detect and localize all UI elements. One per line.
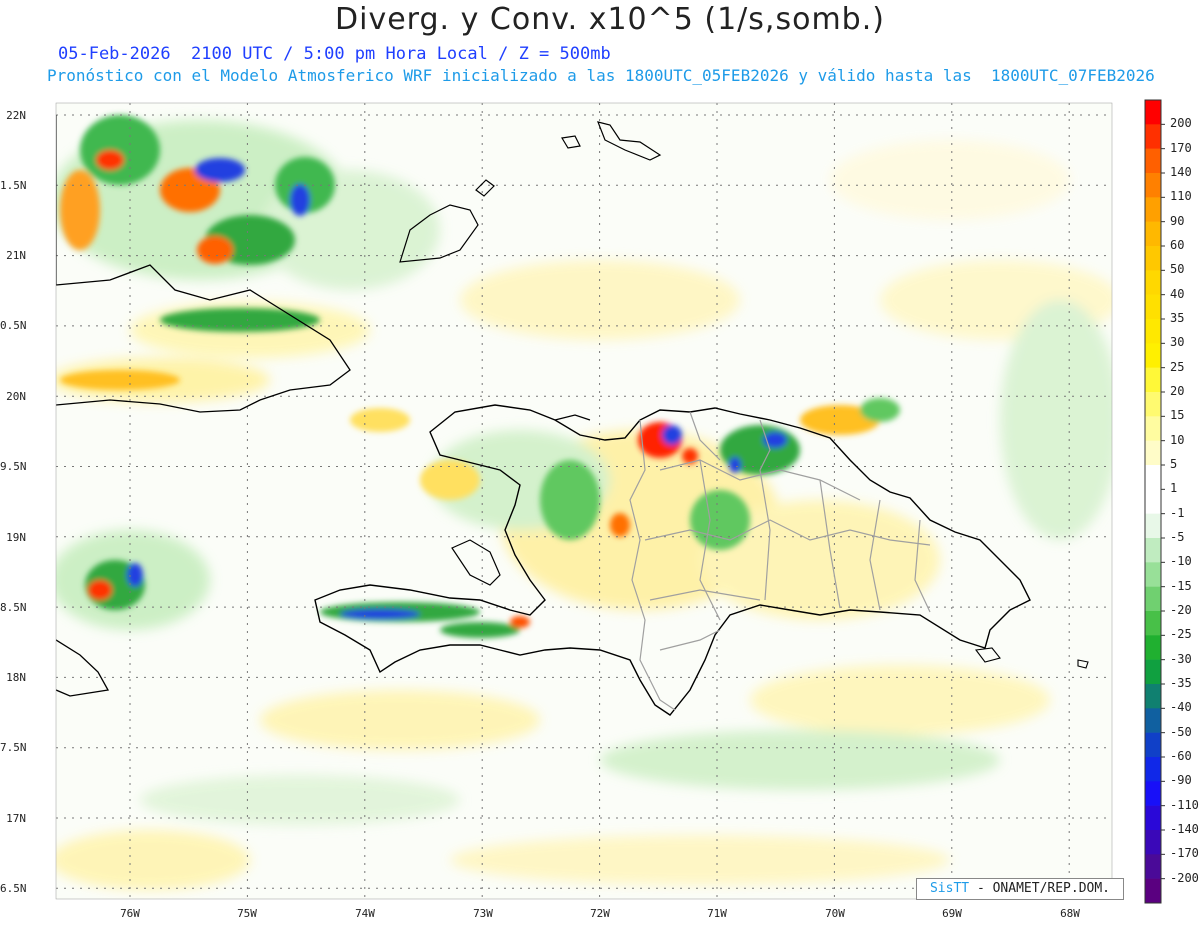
colorbar-label: 200	[1170, 116, 1192, 131]
colorbar-swatch	[1145, 659, 1161, 685]
colorbar-label: -20	[1170, 603, 1192, 617]
lat-lon-grid	[56, 103, 1112, 899]
credit-brand: SisTT	[929, 881, 970, 896]
colorbar-swatch	[1145, 489, 1161, 514]
colorbar-swatch	[1145, 562, 1161, 587]
colorbar-swatch	[1145, 440, 1161, 466]
colorbar-label: -90	[1170, 773, 1192, 788]
colorbar-label: -10	[1170, 554, 1192, 569]
lat-label: 1.5N	[0, 179, 27, 192]
colorbar-label: -50	[1170, 724, 1192, 739]
colorbar-swatch	[1145, 148, 1161, 174]
colorbar-swatch	[1145, 757, 1161, 782]
colorbar-swatch	[1145, 416, 1161, 441]
colorbar	[1144, 99, 1165, 904]
colorbar-label: -35	[1170, 676, 1192, 690]
lon-label: 68W	[1060, 907, 1080, 920]
lon-label: 69W	[942, 907, 962, 920]
colorbar-swatch	[1145, 538, 1161, 563]
lat-label: 20N	[6, 390, 26, 403]
colorbar-swatch	[1145, 270, 1161, 295]
colorbar-label: 110	[1170, 189, 1192, 204]
colorbar-label: 35	[1170, 311, 1185, 325]
lat-label: 8.5N	[0, 601, 27, 614]
colorbar-label: -25	[1170, 627, 1192, 642]
colorbar-label: 20	[1170, 384, 1185, 398]
colorbar-swatch	[1145, 392, 1161, 417]
lat-label: 19N	[6, 531, 26, 544]
colorbar-swatch	[1145, 513, 1161, 539]
colorbar-swatch	[1145, 805, 1161, 831]
credit-text: - ONAMET/REP.DOM.	[969, 881, 1111, 896]
colorbar-label: -140	[1170, 822, 1199, 836]
colorbar-label: -200	[1170, 870, 1199, 885]
lat-label: 0.5N	[0, 319, 27, 332]
colorbar-label: 10	[1170, 432, 1185, 447]
colorbar-swatch	[1145, 246, 1161, 271]
lat-label: 17N	[6, 812, 26, 825]
lat-label: 7.5N	[0, 741, 27, 754]
lat-label: 6.5N	[0, 882, 27, 895]
colorbar-swatch	[1145, 319, 1161, 344]
colorbar-swatch	[1145, 465, 1161, 490]
colorbar-swatch	[1145, 586, 1161, 612]
lon-label: 72W	[590, 907, 610, 920]
colorbar-label: 140	[1170, 165, 1192, 179]
lon-label: 76W	[120, 907, 140, 920]
colorbar-swatch	[1145, 732, 1161, 758]
colorbar-swatch	[1145, 684, 1161, 709]
colorbar-swatch	[1145, 124, 1161, 149]
colorbar-swatch	[1145, 611, 1161, 636]
colorbar-swatch	[1145, 367, 1161, 393]
colorbar-swatch	[1145, 878, 1161, 904]
coastlines	[56, 115, 1089, 716]
lon-label: 70W	[825, 907, 845, 920]
colorbar-label: 5	[1170, 457, 1178, 471]
colorbar-swatch	[1145, 708, 1161, 733]
colorbar-swatch	[1145, 197, 1161, 222]
lon-label: 74W	[355, 907, 375, 920]
colorbar-frame	[1144, 99, 1162, 904]
colorbar-label: 50	[1170, 262, 1185, 277]
valid-time-subtitle: 05-Feb-2026 2100 UTC / 5:00 pm Hora Loca…	[58, 44, 611, 64]
colorbar-swatch	[1145, 781, 1161, 806]
colorbar-label: -40	[1170, 700, 1192, 715]
colorbar-label: -110	[1170, 797, 1199, 812]
colorbar-label: -170	[1170, 846, 1199, 861]
colorbar-label: -1	[1170, 505, 1185, 520]
divergence-field	[56, 115, 1112, 890]
colorbar-swatch	[1145, 294, 1161, 320]
lon-label: 75W	[237, 907, 257, 920]
colorbar-label: 25	[1170, 359, 1185, 374]
colorbar-swatch	[1145, 221, 1161, 247]
colorbar-label: 60	[1170, 238, 1185, 252]
lat-label: 9.5N	[0, 460, 27, 473]
lat-label: 22N	[6, 109, 26, 122]
province-borders	[629, 411, 931, 711]
lat-label: 21N	[6, 249, 26, 262]
lon-label: 73W	[473, 907, 493, 920]
colorbar-swatch	[1145, 854, 1161, 879]
colorbar-label: 90	[1170, 213, 1185, 228]
colorbar-swatch	[1145, 830, 1161, 855]
colorbar-label: -30	[1170, 651, 1192, 666]
map-title: Diverg. y Conv. x10^5 (1/s,somb.)	[335, 2, 885, 37]
colorbar-swatch	[1145, 100, 1161, 125]
colorbar-label: 30	[1170, 335, 1185, 350]
credit-box: SisTT - ONAMET/REP.DOM.	[916, 878, 1124, 900]
colorbar-label: 170	[1170, 140, 1192, 155]
model-info-subtitle: Pronóstico con el Modelo Atmosferico WRF…	[47, 66, 1155, 85]
lon-label: 71W	[707, 907, 727, 920]
colorbar-label: 1	[1170, 481, 1178, 496]
colorbar-label: -60	[1170, 749, 1192, 763]
colorbar-swatch	[1145, 635, 1161, 660]
colorbar-label: 15	[1170, 408, 1185, 423]
lat-label: 18N	[6, 671, 26, 684]
colorbar-swatch	[1145, 173, 1161, 198]
colorbar-label: -5	[1170, 530, 1185, 544]
colorbar-label: -15	[1170, 578, 1192, 593]
colorbar-swatch	[1145, 343, 1161, 368]
colorbar-label: 40	[1170, 286, 1185, 301]
